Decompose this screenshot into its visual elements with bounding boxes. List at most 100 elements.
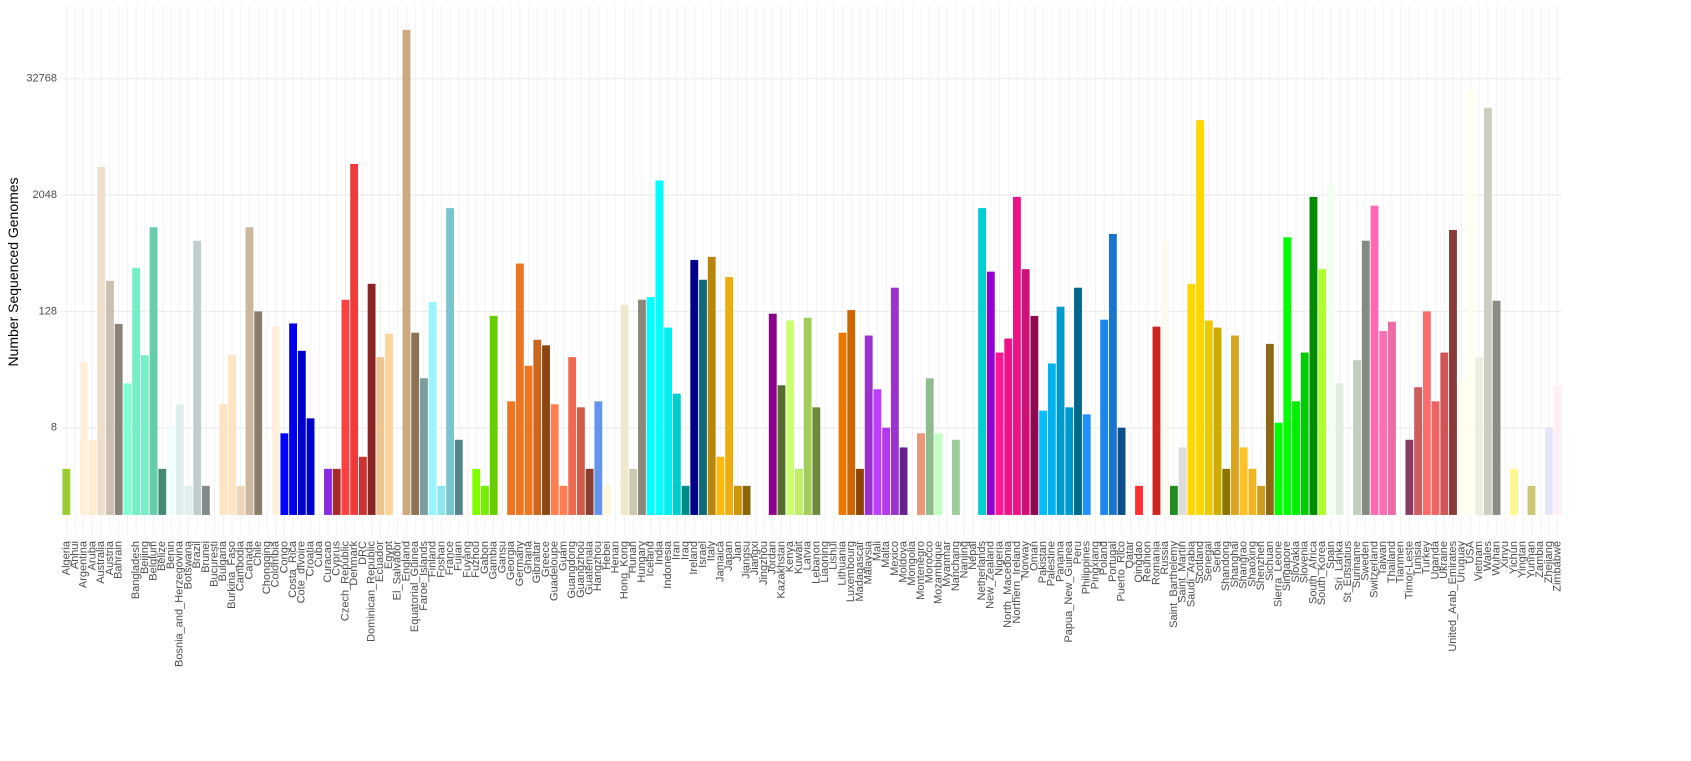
x-tick-label: Slovakia xyxy=(1290,540,1302,582)
x-tick-label: Benin xyxy=(165,541,177,569)
x-tick-label: Colombia xyxy=(270,540,282,587)
x-tick-label: Thailand xyxy=(1386,541,1398,583)
x-tick-label: Germany xyxy=(514,541,526,587)
x-tick-label: Israel xyxy=(697,541,709,568)
bar xyxy=(106,280,114,515)
bar xyxy=(1021,269,1030,515)
x-tick-label: Egypt xyxy=(383,541,395,569)
x-tick-label: Lebanon xyxy=(810,541,822,584)
x-tick-label: Algeria xyxy=(60,540,72,575)
x-tick-label: Saint_Barthelemy xyxy=(1168,541,1180,628)
bar xyxy=(890,287,899,515)
x-tick-label: Poland xyxy=(1098,541,1110,575)
bar xyxy=(1527,485,1536,515)
x-tick-label: Bosnia_and_Herzegovina xyxy=(174,540,186,667)
x-tick-label: USA xyxy=(1464,540,1476,563)
x-tick-label: Kazakhstan xyxy=(775,541,787,598)
x-tick-label: Puerto_Rico xyxy=(1115,541,1127,602)
x-tick-label: Qingdao xyxy=(1133,541,1145,583)
x-tick-label: Guam xyxy=(557,541,569,571)
x-tick-label: Bulgaria xyxy=(217,540,229,581)
bar xyxy=(446,208,455,515)
bar xyxy=(1449,230,1457,515)
x-tick-label: Slovenia xyxy=(1299,540,1311,583)
x-tick-label: Senegal xyxy=(1203,541,1215,581)
bar xyxy=(1510,468,1518,515)
bar xyxy=(1196,120,1205,515)
bar xyxy=(175,404,184,515)
bar xyxy=(428,302,437,515)
bar xyxy=(79,362,88,515)
bar xyxy=(1100,319,1109,515)
bar xyxy=(1405,439,1414,515)
bar xyxy=(899,447,908,515)
x-tick-label: Singapore xyxy=(1281,541,1293,591)
bar xyxy=(559,485,568,515)
bar xyxy=(995,352,1004,515)
bar xyxy=(1283,237,1292,515)
x-tick-label: Malaysia xyxy=(863,540,875,584)
bar xyxy=(97,166,106,515)
x-tick-label: Anhui xyxy=(69,541,81,569)
x-tick-label: St_Eustatius xyxy=(1342,541,1354,603)
bar xyxy=(1013,196,1021,515)
x-tick-label: Peru xyxy=(1072,541,1084,564)
x-tick-label: Cote_dIvoire xyxy=(296,541,308,603)
x-tick-label: Lithuania xyxy=(836,540,848,586)
bar xyxy=(1318,269,1327,515)
bar xyxy=(515,263,524,515)
bar xyxy=(1074,287,1082,515)
bar xyxy=(542,345,550,515)
bar xyxy=(594,401,603,515)
x-tick-label: Reunion xyxy=(1142,541,1154,582)
x-tick-label: Timor-Leste xyxy=(1403,541,1415,599)
x-tick-label: Yingtan xyxy=(1517,541,1529,578)
bar xyxy=(951,439,960,515)
x-tick-label: Chongqing xyxy=(261,541,273,594)
bar xyxy=(1039,410,1048,515)
y-tick-label: 32768 xyxy=(26,73,57,85)
x-tick-label: Jingzhou xyxy=(758,541,770,585)
bar xyxy=(472,468,481,515)
x-tick-label: Malta xyxy=(880,540,892,568)
x-tick-label: South_Africa xyxy=(1307,540,1319,604)
x-tick-label: Zambia xyxy=(1534,540,1546,578)
x-tick-label: Shandong xyxy=(1220,541,1232,591)
x-tick-label: United_Arab_Emirates xyxy=(1447,541,1459,652)
bar xyxy=(847,310,856,515)
x-tick-label: Tianmen xyxy=(1395,541,1407,583)
x-tick-label: Madagascar xyxy=(854,541,866,602)
x-tick-label: Saint_Martin xyxy=(1177,541,1189,603)
bar xyxy=(411,332,420,515)
x-tick-label: Indonesia xyxy=(662,540,674,589)
x-tick-label: Luxembourg xyxy=(845,541,857,602)
x-tick-label: Japan xyxy=(723,541,735,571)
x-tick-label: Guadeloupe xyxy=(549,541,561,601)
bar xyxy=(1353,360,1361,515)
x-tick-label: Suriname xyxy=(1351,541,1363,588)
bar xyxy=(856,468,864,515)
bar xyxy=(193,240,202,515)
x-tick-label: Mexico xyxy=(889,541,901,576)
x-tick-label: Philippines xyxy=(1081,541,1093,595)
x-tick-label: Switzerland xyxy=(1368,541,1380,598)
bar xyxy=(681,485,690,515)
x-tick-label: Uganda xyxy=(1429,540,1441,579)
bar xyxy=(149,227,158,515)
y-axis-title: Number Sequenced Genomes xyxy=(5,177,21,366)
x-tick-label: Curacao xyxy=(322,541,334,583)
x-tick-label: Jiangsu xyxy=(740,541,752,579)
bar xyxy=(690,259,699,515)
bar xyxy=(489,315,498,515)
bar xyxy=(306,418,315,515)
x-tick-label: Nanjing xyxy=(959,541,971,578)
bar xyxy=(271,326,280,515)
x-tick-label: France xyxy=(444,541,456,575)
x-tick-label: Portugal xyxy=(1107,541,1119,582)
x-tick-label: Zhejiang xyxy=(1543,541,1555,583)
bar xyxy=(925,378,934,515)
bar xyxy=(62,468,71,515)
bar xyxy=(777,385,786,515)
x-tick-label: Belize xyxy=(156,541,168,571)
x-tick-label: Czech_Republic xyxy=(339,541,351,622)
